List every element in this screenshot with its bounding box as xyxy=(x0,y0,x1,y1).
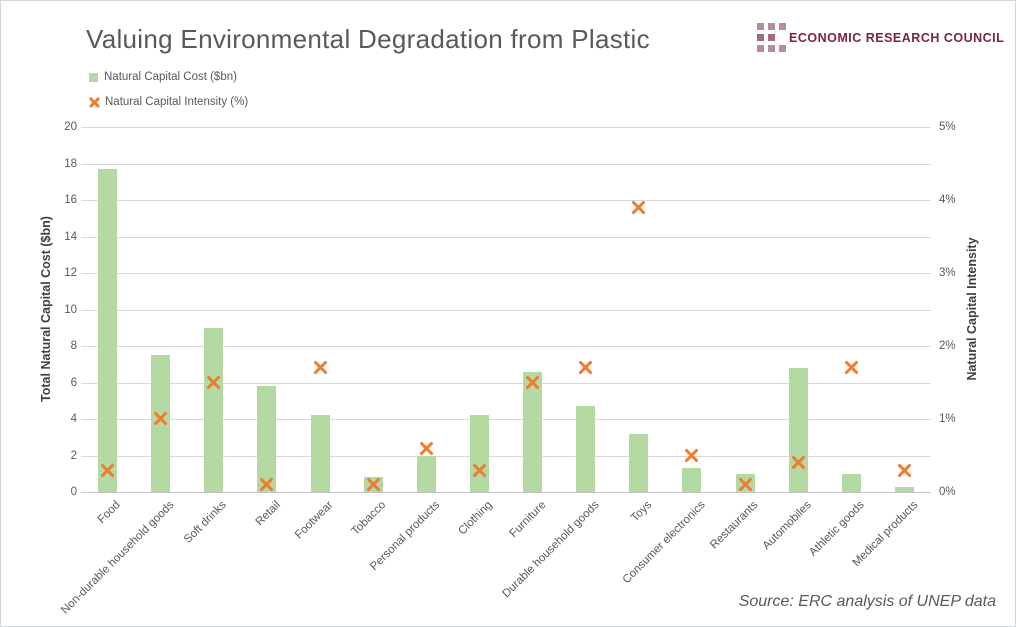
category-label: Restaurants xyxy=(708,499,761,552)
logo-square xyxy=(779,45,786,52)
right-axis-tick-label: 5% xyxy=(939,121,956,133)
category-label: Durable household goods xyxy=(500,499,602,601)
logo-square-empty xyxy=(779,34,786,41)
x-marker-swatch-icon xyxy=(88,96,101,108)
bar-natural-capital-cost xyxy=(416,455,436,492)
gridline xyxy=(81,127,931,128)
left-axis-tick-label: 14 xyxy=(64,230,77,243)
left-axis-tick-label: 16 xyxy=(64,194,77,206)
gridline xyxy=(81,200,931,201)
legend-label: Natural Capital Cost ($bn) xyxy=(104,71,237,83)
category-label: Tobacco xyxy=(349,499,389,538)
left-axis-tick-label: 10 xyxy=(64,303,77,316)
bar-natural-capital-cost xyxy=(469,415,489,492)
marker-natural-capital-intensity xyxy=(844,360,859,376)
x-axis-line xyxy=(81,492,931,493)
right-axis-tick-label: 4% xyxy=(939,194,956,206)
logo-square xyxy=(768,45,775,52)
gridline xyxy=(81,382,931,384)
category-label: Furniture xyxy=(507,499,549,541)
marker-natural-capital-intensity xyxy=(897,462,912,478)
gridline xyxy=(81,419,931,420)
page-title: Valuing Environmental Degradation from P… xyxy=(86,24,650,54)
left-axis-tick-label: 20 xyxy=(64,121,77,133)
source-note: Source: ERC analysis of UNEP data xyxy=(738,593,996,610)
right-axis-tick-label: 2% xyxy=(939,340,956,352)
logo-square xyxy=(779,23,786,30)
marker-natural-capital-intensity xyxy=(631,200,646,215)
category-label: Non-durable household goods xyxy=(58,499,177,617)
right-axis-tick-label: 0% xyxy=(939,486,956,498)
marker-natural-capital-intensity xyxy=(737,477,753,492)
marker-natural-capital-intensity xyxy=(791,455,806,470)
bar-natural-capital-cost xyxy=(894,486,914,492)
left-axis-tick-label: 2 xyxy=(70,449,77,462)
left-axis-tick-label: 6 xyxy=(70,376,77,389)
erc-logo: ECONOMIC RESEARCH COUNCIL xyxy=(757,23,1004,52)
bar-natural-capital-cost xyxy=(523,371,543,492)
category-label: Soft drinks xyxy=(182,499,230,546)
marker-natural-capital-intensity xyxy=(684,448,700,463)
erc-logo-text: ECONOMIC RESEARCH COUNCIL xyxy=(789,30,1005,45)
bar-natural-capital-cost xyxy=(151,355,171,492)
bar-natural-capital-cost xyxy=(788,367,808,492)
left-axis-tick-label: 8 xyxy=(70,340,77,352)
right-axis-tick-label: 3% xyxy=(939,267,956,279)
category-label: Food xyxy=(96,499,124,527)
logo-square xyxy=(757,45,764,52)
legend-item-cost: Natural Capital Cost ($bn) xyxy=(89,69,248,85)
marker-natural-capital-intensity xyxy=(419,441,434,456)
marker-natural-capital-intensity xyxy=(206,375,221,390)
logo-square xyxy=(768,23,775,30)
chart-legend: Natural Capital Cost ($bn) Natural Capit… xyxy=(88,69,249,119)
marker-natural-capital-intensity xyxy=(525,375,540,390)
marker-natural-capital-intensity xyxy=(366,477,381,492)
marker-natural-capital-intensity xyxy=(100,462,115,478)
erc-logo-squares-icon xyxy=(757,23,786,52)
gridline xyxy=(81,236,931,238)
marker-natural-capital-intensity xyxy=(153,411,168,427)
category-label: Footwear xyxy=(293,499,336,542)
category-label: Clothing xyxy=(456,499,495,538)
left-axis-tick-label: 18 xyxy=(64,157,77,170)
left-axis-tick-label: 0 xyxy=(70,486,77,498)
category-label: Athletic goods xyxy=(807,499,867,559)
marker-natural-capital-intensity xyxy=(259,477,275,492)
logo-square xyxy=(757,34,764,41)
logo-square xyxy=(757,23,764,30)
marker-natural-capital-intensity xyxy=(472,462,487,478)
category-label: Toys xyxy=(629,499,655,525)
gridline xyxy=(81,163,931,165)
bar-natural-capital-cost xyxy=(841,473,861,492)
gridline xyxy=(81,455,931,457)
bar-natural-capital-cost xyxy=(310,415,330,492)
legend-label: Natural Capital Intensity (%) xyxy=(105,96,249,108)
left-axis-tick-label: 12 xyxy=(64,267,77,279)
bar-natural-capital-cost xyxy=(629,433,649,492)
marker-natural-capital-intensity xyxy=(578,360,593,376)
bar-natural-capital-cost xyxy=(98,168,118,492)
legend-item-intensity: Natural Capital Intensity (%) xyxy=(88,94,249,110)
bar-natural-capital-cost xyxy=(204,327,224,492)
plot-area xyxy=(81,127,931,493)
category-label: Automobiles xyxy=(760,499,814,553)
gridline xyxy=(81,346,931,347)
gridline xyxy=(81,273,931,274)
bar-series-swatch-icon xyxy=(89,72,98,82)
category-label: Retail xyxy=(253,499,283,529)
bar-natural-capital-cost xyxy=(682,468,702,492)
bar-natural-capital-cost xyxy=(576,406,596,492)
bar-natural-capital-cost xyxy=(257,386,277,492)
logo-square xyxy=(768,34,775,41)
left-axis-tick-label: 4 xyxy=(70,413,77,425)
gridline xyxy=(81,309,931,311)
right-axis-tick-label: 1% xyxy=(939,413,956,425)
marker-natural-capital-intensity xyxy=(312,360,328,376)
